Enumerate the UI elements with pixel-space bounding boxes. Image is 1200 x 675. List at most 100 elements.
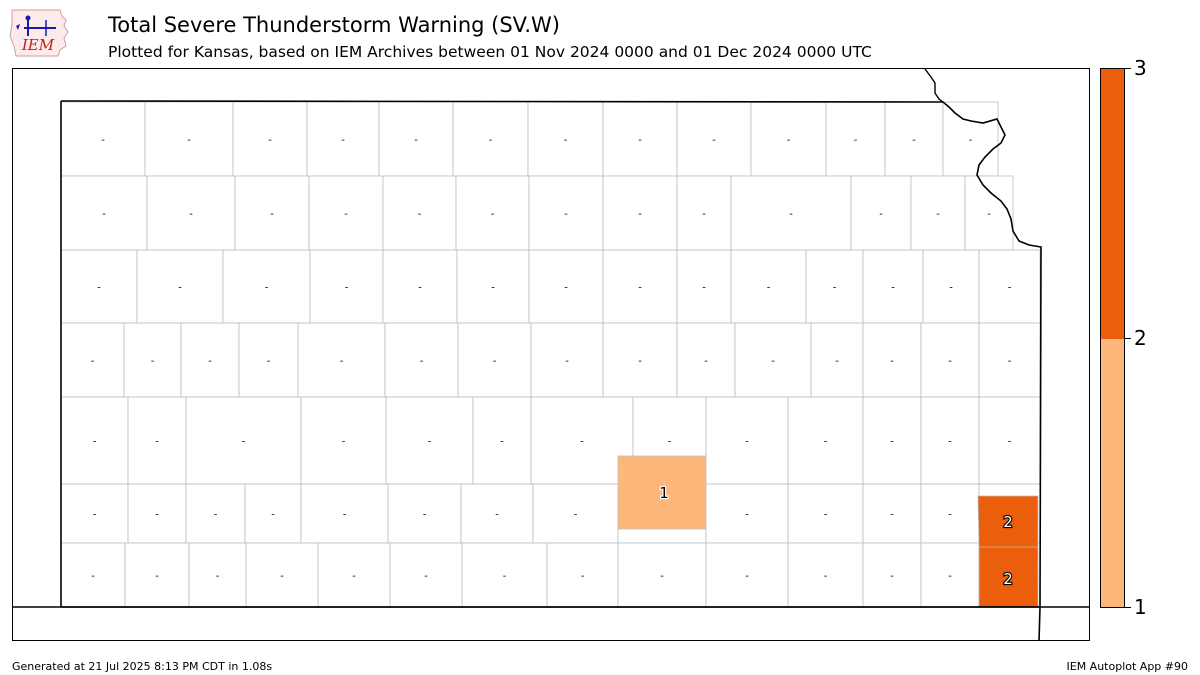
county-2-6[interactable] <box>528 249 604 324</box>
county-0-9[interactable] <box>750 101 827 177</box>
county-2-4[interactable] <box>382 249 458 324</box>
county-2-8[interactable] <box>676 249 732 324</box>
county-0-2[interactable] <box>232 101 308 177</box>
county-5-12[interactable] <box>920 483 980 544</box>
zero-count-marker: - <box>500 437 504 448</box>
county-1-11[interactable] <box>910 175 966 251</box>
county-4-4[interactable] <box>385 396 474 485</box>
county-6-9[interactable] <box>705 542 789 608</box>
zero-count-marker: - <box>428 437 432 448</box>
county-3-10[interactable] <box>734 322 812 398</box>
colorbar <box>1100 68 1125 608</box>
county-0-0[interactable] <box>60 101 146 177</box>
county-1-2[interactable] <box>234 175 310 251</box>
county-5-9[interactable] <box>705 483 789 544</box>
colorbar-tick-2 <box>1125 338 1131 339</box>
zero-count-marker: - <box>343 510 347 521</box>
county-1-1[interactable] <box>146 175 236 251</box>
county-6-10[interactable] <box>787 542 864 608</box>
county-2-9[interactable] <box>730 249 807 324</box>
zero-count-marker: - <box>890 571 894 582</box>
county-0-3[interactable] <box>306 101 380 177</box>
iem-logo[interactable]: IEM <box>8 6 70 58</box>
county-2-3[interactable] <box>309 249 384 324</box>
county-0-12[interactable] <box>942 101 999 177</box>
zero-count-marker: - <box>418 283 422 294</box>
county-4-9[interactable] <box>787 396 864 485</box>
county-0-1[interactable] <box>144 101 234 177</box>
county-0-7[interactable] <box>602 101 678 177</box>
zero-count-marker: - <box>745 571 749 582</box>
zero-count-marker: - <box>491 283 495 294</box>
county-2-11[interactable] <box>862 249 924 324</box>
county-6-11[interactable] <box>862 542 922 608</box>
county-4-2[interactable] <box>185 396 302 485</box>
county-5-3[interactable] <box>244 483 302 544</box>
county-6-6[interactable] <box>461 542 548 608</box>
county-1-9[interactable] <box>730 175 852 251</box>
county-one-warning[interactable] <box>617 455 707 530</box>
county-5-4[interactable] <box>300 483 389 544</box>
county-6-8[interactable] <box>617 542 707 608</box>
county-4-8[interactable] <box>705 396 789 485</box>
county-1-3[interactable] <box>308 175 384 251</box>
county-2-7[interactable] <box>602 249 678 324</box>
county-0-8[interactable] <box>676 101 752 177</box>
county-3-6[interactable] <box>457 322 532 398</box>
zero-count-marker: - <box>702 283 706 294</box>
zero-count-marker: - <box>418 209 422 220</box>
county-3-7[interactable] <box>530 322 604 398</box>
county-1-12[interactable] <box>964 175 1014 251</box>
county-3-14[interactable] <box>978 322 1041 398</box>
county-3-9[interactable] <box>676 322 736 398</box>
county-3-13[interactable] <box>920 322 980 398</box>
zero-count-marker: - <box>267 356 271 367</box>
county-3-4[interactable] <box>297 322 386 398</box>
county-1-6[interactable] <box>528 175 604 251</box>
zero-count-marker: - <box>948 571 952 582</box>
county-2-13[interactable] <box>978 249 1041 324</box>
county-1-7[interactable] <box>602 175 678 251</box>
county-3-3[interactable] <box>238 322 299 398</box>
colorbar-segment-1-2 <box>1101 339 1124 607</box>
county-6-4[interactable] <box>317 542 391 608</box>
zero-count-marker: - <box>93 510 97 521</box>
county-1-4[interactable] <box>382 175 457 251</box>
county-3-1[interactable] <box>123 322 182 398</box>
county-4-0[interactable] <box>60 396 129 485</box>
county-5-0[interactable] <box>60 483 129 544</box>
zero-count-marker: - <box>423 510 427 521</box>
zero-count-marker: - <box>638 283 642 294</box>
county-3-11[interactable] <box>810 322 864 398</box>
county-4-12[interactable] <box>978 396 1041 485</box>
county-4-6[interactable] <box>530 396 634 485</box>
county-2-2[interactable] <box>222 249 311 324</box>
county-5-5[interactable] <box>387 483 462 544</box>
county-3-2[interactable] <box>180 322 240 398</box>
zero-count-marker: - <box>340 356 344 367</box>
county-2-12[interactable] <box>922 249 980 324</box>
county-1-0[interactable] <box>60 175 148 251</box>
county-3-5[interactable] <box>384 322 459 398</box>
county-1-8[interactable] <box>676 175 732 251</box>
county-5-7[interactable] <box>532 483 619 544</box>
county-4-3[interactable] <box>300 396 387 485</box>
county-6-7[interactable] <box>546 542 619 608</box>
zero-count-marker: - <box>493 356 497 367</box>
county-0-6[interactable] <box>527 101 604 177</box>
zero-count-marker: - <box>638 209 642 220</box>
county-6-2[interactable] <box>188 542 247 608</box>
county-1-10[interactable] <box>850 175 912 251</box>
county-3-8[interactable] <box>602 322 678 398</box>
zero-count-marker: - <box>668 437 672 448</box>
county-6-3[interactable] <box>245 542 319 608</box>
county-0-11[interactable] <box>884 101 944 177</box>
county-3-0[interactable] <box>60 322 125 398</box>
county-5-11[interactable] <box>862 483 922 544</box>
county-4-11[interactable] <box>920 396 980 485</box>
colorbar-segment-2-3 <box>1101 69 1124 339</box>
county-1-5[interactable] <box>455 175 530 251</box>
county-5-10[interactable] <box>787 483 864 544</box>
zero-count-marker: - <box>352 571 356 582</box>
zero-count-marker: - <box>564 135 568 146</box>
